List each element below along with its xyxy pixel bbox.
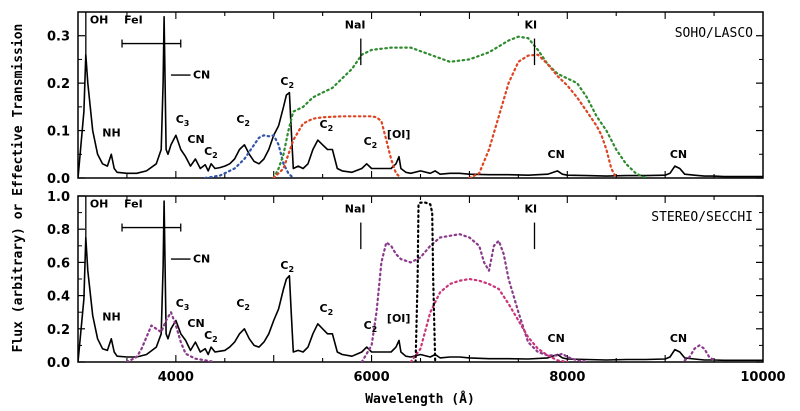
line-annotation: [OI]: [387, 128, 411, 141]
line-annotation: NH: [102, 127, 120, 140]
line-annotation: CN: [193, 68, 210, 81]
line-annotation: C2: [320, 302, 334, 317]
line-annotation: CN: [670, 148, 687, 161]
line-annotation: CN: [187, 317, 204, 330]
line-annotation: FeI: [124, 198, 143, 211]
x-tick-label: 4000: [158, 370, 194, 385]
plot-frame: [77, 11, 764, 179]
line-annotation: KI: [525, 19, 538, 32]
line-annotation: C3: [176, 297, 190, 312]
y-tick-label: 0.4: [47, 290, 70, 305]
series-line-5: [414, 201, 437, 362]
series-line-1: [204, 134, 295, 178]
x-axis-title: Wavelength (Å): [365, 391, 475, 407]
y-tick-label: 0.2: [47, 323, 70, 338]
line-annotation: C2: [280, 75, 294, 90]
line-annotation: C3: [176, 113, 190, 128]
line-annotation: C2: [236, 297, 250, 312]
line-annotation: NaI: [345, 203, 366, 216]
line-annotation: C2: [204, 329, 218, 344]
series-line-1: [125, 311, 217, 362]
y-tick-label: 0.6: [47, 256, 70, 271]
line-annotation: C2: [204, 145, 218, 160]
x-tick-label: 10000: [740, 370, 785, 385]
line-annotation: KI: [525, 203, 538, 216]
series-line-2: [272, 35, 647, 178]
panel-stereo-secchi: 0.0 0.2 0.4 0.6 0.8 1.0 STEREO/SECCHI OH FeI CN NH…: [47, 190, 764, 371]
shared-x-axis: 4000 6000 8000 10000: [158, 370, 786, 385]
series-line-0: [78, 200, 763, 362]
line-annotation: FeI: [124, 14, 143, 27]
x-tick-label: 6000: [353, 370, 389, 385]
line-annotation: [OI]: [387, 312, 411, 325]
line-annotation: CN: [548, 148, 565, 161]
line-annotation: C2: [236, 113, 250, 128]
line-annotation: CN: [670, 332, 687, 345]
line-annotation: NH: [102, 311, 120, 324]
line-annotation: C2: [364, 319, 378, 334]
y-tick-label: 0.2: [47, 77, 70, 92]
y-tick-label: 0.1: [47, 125, 70, 140]
line-annotation: NaI: [345, 19, 366, 32]
line-annotation: C2: [364, 135, 378, 150]
line-annotation: CN: [187, 133, 204, 146]
series-line-0: [78, 15, 763, 178]
series-line-4: [409, 277, 569, 362]
panel-label: STEREO/SECCHI: [651, 210, 753, 225]
y-tick-label: 0.0: [47, 172, 70, 187]
line-annotation: CN: [548, 332, 565, 345]
y-tick-label: 0.3: [47, 30, 70, 45]
y-axis-title: Flux (arbitrary) or Effective Transmissi…: [11, 24, 26, 353]
line-annotation: OH: [90, 198, 109, 211]
y-tick-label: 0.8: [47, 223, 70, 238]
y-tick-label: 0.0: [47, 356, 70, 371]
panel-label: SOHO/LASCO: [675, 26, 753, 41]
line-annotation: C2: [280, 259, 294, 274]
line-annotation: CN: [193, 252, 210, 265]
line-annotation: OH: [90, 14, 109, 27]
y-tick-label: 1.0: [47, 190, 70, 205]
x-tick-label: 8000: [549, 370, 585, 385]
line-annotation: C2: [320, 118, 334, 133]
series-line-4: [468, 53, 618, 178]
series-line-3: [272, 115, 402, 178]
series-line-3: [683, 344, 716, 362]
